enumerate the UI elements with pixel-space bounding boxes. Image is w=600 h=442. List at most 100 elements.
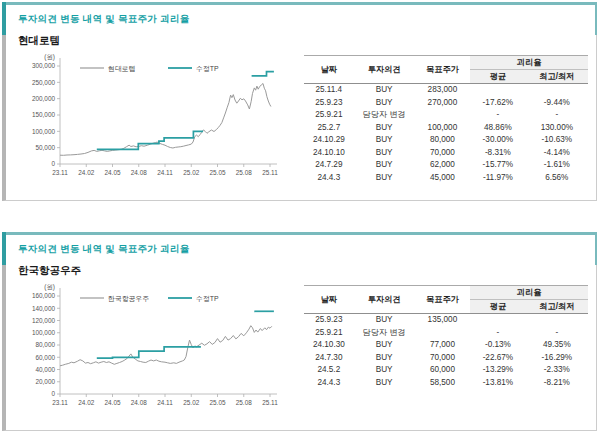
cell-target_price: 283,000 xyxy=(415,84,470,97)
cell-opinion: BUY xyxy=(354,364,415,377)
svg-text:24.08: 24.08 xyxy=(131,169,147,176)
table-row: 25.2.7BUY100,00048.86%130.00% xyxy=(304,122,588,135)
svg-text:23.11: 23.11 xyxy=(52,399,68,406)
table-row: 25.9.21담당자 변경-- xyxy=(304,327,588,340)
cell-date: 25.2.7 xyxy=(304,122,354,135)
line-chart-svg: 020,00040,00060,00080,000100,000120,0001… xyxy=(18,278,296,420)
svg-text:23.11: 23.11 xyxy=(52,169,68,176)
svg-text:200,000: 200,000 xyxy=(32,95,56,102)
table-row: 25.9.21담당자 변경-- xyxy=(304,109,588,122)
col-header-avg: 평균 xyxy=(470,300,525,314)
col-header-target-price: 목표주가 xyxy=(415,56,470,84)
table-header: 날짜 투자의견 목표주가 괴리율 평균 최고/최저 xyxy=(304,56,588,84)
cell-opinion: 담당자 변경 xyxy=(354,109,415,122)
cell-avg: -17.62% xyxy=(470,97,525,110)
table-row: 24.4.3BUY58,500-13.81%-8.21% xyxy=(304,377,588,390)
cell-target_price: 77,000 xyxy=(415,339,470,352)
table-row: 24.7.29BUY62,000-15.77%-1.61% xyxy=(304,159,588,172)
cell-target_price: 70,000 xyxy=(415,352,470,365)
cell-target_price: 100,000 xyxy=(415,122,470,135)
svg-text:수정TP: 수정TP xyxy=(196,295,219,303)
cell-hilo: -9.44% xyxy=(526,97,588,110)
cell-date: 24.7.29 xyxy=(304,159,354,172)
svg-text:140,000: 140,000 xyxy=(32,305,56,312)
col-header-opinion: 투자의견 xyxy=(354,56,415,84)
col-header-avg: 평균 xyxy=(470,70,525,84)
cell-avg: -22.67% xyxy=(470,352,525,365)
svg-text:25.08: 25.08 xyxy=(236,169,252,176)
cell-avg: -11.97% xyxy=(470,172,525,185)
svg-text:25.02: 25.02 xyxy=(183,169,199,176)
svg-text:24.08: 24.08 xyxy=(131,399,147,406)
cell-hilo: -2.33% xyxy=(526,364,588,377)
report-panel: 투자의견 변동 내역 및 목표주가 괴리율 한국항공우주 020,00040,0… xyxy=(2,232,597,431)
opinion-history-table: 날짜 투자의견 목표주가 괴리율 평균 최고/최저 25.9.23BUY135,… xyxy=(304,285,588,389)
svg-text:25.11: 25.11 xyxy=(262,399,278,406)
col-header-disparity: 괴리율 xyxy=(470,286,588,300)
svg-text:현대로템: 현대로템 xyxy=(108,65,136,72)
svg-text:25.02: 25.02 xyxy=(183,399,199,406)
cell-target_price: 135,000 xyxy=(415,314,470,327)
price-target-chart: 050,000100,000150,000200,000250,000300,0… xyxy=(18,48,296,194)
panel-left-accent xyxy=(2,2,6,35)
panel-right-accent xyxy=(595,2,597,35)
section-title: 투자의견 변동 내역 및 목표주가 괴리율 xyxy=(18,243,590,256)
svg-text:24.02: 24.02 xyxy=(78,399,94,406)
col-header-date: 날짜 xyxy=(304,56,354,84)
table-row: 25.9.23BUY135,000 xyxy=(304,314,588,327)
svg-text:25.08: 25.08 xyxy=(236,399,252,406)
svg-text:250,000: 250,000 xyxy=(32,79,56,86)
panel-content: 050,000100,000150,000200,000250,000300,0… xyxy=(18,48,590,194)
stock-name: 현대로템 xyxy=(18,34,590,48)
cell-date: 25.9.21 xyxy=(304,327,354,340)
col-header-hilo: 최고/최저 xyxy=(526,300,588,314)
svg-text:150,000: 150,000 xyxy=(32,111,56,118)
cell-avg: -13.81% xyxy=(470,377,525,390)
opinion-history-table: 날짜 투자의견 목표주가 괴리율 평균 최고/최저 25.11.4BUY283,… xyxy=(304,55,588,184)
table-header: 날짜 투자의견 목표주가 괴리율 평균 최고/최저 xyxy=(304,286,588,314)
svg-text:80,000: 80,000 xyxy=(35,341,55,348)
section-title: 투자의견 변동 내역 및 목표주가 괴리율 xyxy=(18,13,590,26)
cell-hilo: - xyxy=(526,109,588,122)
cell-opinion: BUY xyxy=(354,97,415,110)
svg-text:25.05: 25.05 xyxy=(210,399,226,406)
stock-name: 한국항공우주 xyxy=(18,264,590,278)
table-row: 24.10.30BUY77,000-0.13%49.35% xyxy=(304,339,588,352)
cell-avg: 48.86% xyxy=(470,122,525,135)
cell-hilo xyxy=(526,84,588,97)
cell-target_price xyxy=(415,327,470,340)
panel-left-accent xyxy=(2,232,6,265)
panel-right-accent xyxy=(595,232,597,265)
cell-target_price xyxy=(415,109,470,122)
table-row: 24.7.30BUY70,000-22.67%-16.29% xyxy=(304,352,588,365)
cell-date: 24.7.30 xyxy=(304,352,354,365)
svg-text:120,000: 120,000 xyxy=(32,317,56,324)
cell-date: 24.10.29 xyxy=(304,134,354,147)
cell-hilo: -1.61% xyxy=(526,159,588,172)
table-body: 25.11.4BUY283,00025.9.23BUY270,000-17.62… xyxy=(304,84,588,185)
cell-date: 24.4.3 xyxy=(304,172,354,185)
col-header-date: 날짜 xyxy=(304,286,354,314)
cell-opinion: BUY xyxy=(354,352,415,365)
cell-target_price: 80,000 xyxy=(415,134,470,147)
svg-text:24.05: 24.05 xyxy=(105,169,121,176)
cell-date: 25.9.23 xyxy=(304,97,354,110)
cell-date: 25.11.4 xyxy=(304,84,354,97)
panel-content: 020,00040,00060,00080,000100,000120,0001… xyxy=(18,278,590,424)
col-header-hilo: 최고/최저 xyxy=(526,70,588,84)
table-row: 25.9.23BUY270,000-17.62%-9.44% xyxy=(304,97,588,110)
cell-hilo xyxy=(526,314,588,327)
cell-opinion: BUY xyxy=(354,84,415,97)
report-panel: 투자의견 변동 내역 및 목표주가 괴리율 현대로템 050,000100,00… xyxy=(2,2,597,201)
cell-opinion: BUY xyxy=(354,172,415,185)
cell-hilo: -8.21% xyxy=(526,377,588,390)
svg-text:20,000: 20,000 xyxy=(35,378,55,385)
cell-opinion: 담당자 변경 xyxy=(354,327,415,340)
svg-text:100,000: 100,000 xyxy=(32,128,56,135)
cell-target_price: 58,500 xyxy=(415,377,470,390)
cell-avg: - xyxy=(470,109,525,122)
col-header-opinion: 투자의견 xyxy=(354,286,415,314)
cell-date: 24.10.10 xyxy=(304,147,354,160)
col-header-target-price: 목표주가 xyxy=(415,286,470,314)
cell-opinion: BUY xyxy=(354,377,415,390)
